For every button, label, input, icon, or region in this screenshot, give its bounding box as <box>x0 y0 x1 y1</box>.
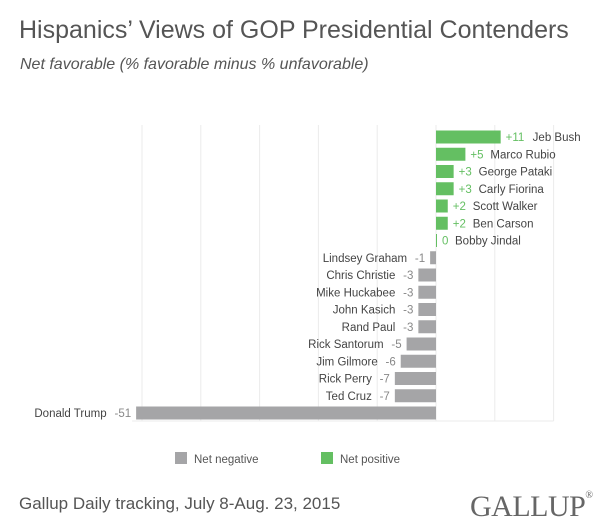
source-footer: Gallup Daily tracking, July 8-Aug. 23, 2… <box>19 494 341 513</box>
bar-mike-huckabee <box>418 285 436 299</box>
bar-scott-walker <box>436 199 448 213</box>
category-label: John Kasich <box>333 305 396 317</box>
chart-title: Hispanics’ Views of GOP Presidential Con… <box>19 16 569 44</box>
value-label: -3 <box>403 305 413 317</box>
bar-george-pataki <box>436 165 454 178</box>
bar-bobby-jindal <box>436 234 437 247</box>
value-label: +3 <box>459 184 472 196</box>
bar-lindsey-graham <box>430 251 436 265</box>
value-label: -3 <box>403 270 413 282</box>
category-label: George Pataki <box>479 167 553 179</box>
value-label: -7 <box>380 374 390 386</box>
value-label: -3 <box>403 322 413 334</box>
bar-donald-trump <box>136 406 436 420</box>
bar-rand-paul <box>418 320 436 334</box>
category-label: Donald Trump <box>34 408 106 420</box>
bar-chart: +11 Jeb Bush +5 Marco Rubio +3 George Pataki +… <box>34 125 581 466</box>
category-label: Carly Fiorina <box>479 184 545 196</box>
legend-swatch <box>321 452 333 464</box>
value-label: -6 <box>385 356 395 368</box>
gallup-logo: GALLUP® <box>470 490 593 523</box>
bar-rick-santorum <box>406 337 436 351</box>
bar-chris-christie <box>418 268 436 282</box>
chart-subtitle: Net favorable (% favorable minus % unfav… <box>20 56 369 73</box>
category-label: Jim Gilmore <box>316 356 377 368</box>
bar-john-kasich <box>418 303 436 316</box>
category-label: Rick Santorum <box>308 339 383 351</box>
value-label: -51 <box>114 408 131 420</box>
category-label: Lindsey Graham <box>323 253 407 265</box>
category-label: Chris Christie <box>326 270 395 282</box>
category-label: Scott Walker <box>473 201 538 213</box>
value-label: +2 <box>453 201 466 213</box>
bar-jim-gilmore <box>400 354 436 368</box>
bar-ted-cruz <box>394 389 436 403</box>
value-label: +11 <box>506 132 525 144</box>
bar-ben-carson <box>436 216 448 230</box>
legend-label: Net negative <box>194 454 259 466</box>
value-label: -7 <box>380 391 390 403</box>
category-label: Marco Rubio <box>490 149 555 161</box>
category-label: Rick Perry <box>319 374 372 386</box>
value-label: +2 <box>453 218 466 230</box>
value-label: -1 <box>415 253 425 265</box>
category-label: Rand Paul <box>342 322 396 334</box>
value-label: -3 <box>403 287 413 299</box>
category-label: Ben Carson <box>473 218 534 230</box>
bar-carly-fiorina <box>436 182 454 196</box>
category-label: Ted Cruz <box>326 391 372 403</box>
value-label: +3 <box>459 167 472 179</box>
legend-swatch <box>175 452 187 464</box>
value-label: -5 <box>391 339 401 351</box>
bar-marco-rubio <box>436 147 466 161</box>
category-label: Mike Huckabee <box>316 287 395 299</box>
legend-label: Net positive <box>340 454 400 466</box>
bar-rick-perry <box>394 372 436 385</box>
category-label: Jeb Bush <box>533 132 581 144</box>
category-label: Bobby Jindal <box>455 236 521 248</box>
value-label: 0 <box>442 236 448 248</box>
bar-jeb-bush <box>436 130 501 144</box>
value-label: +5 <box>470 149 483 161</box>
